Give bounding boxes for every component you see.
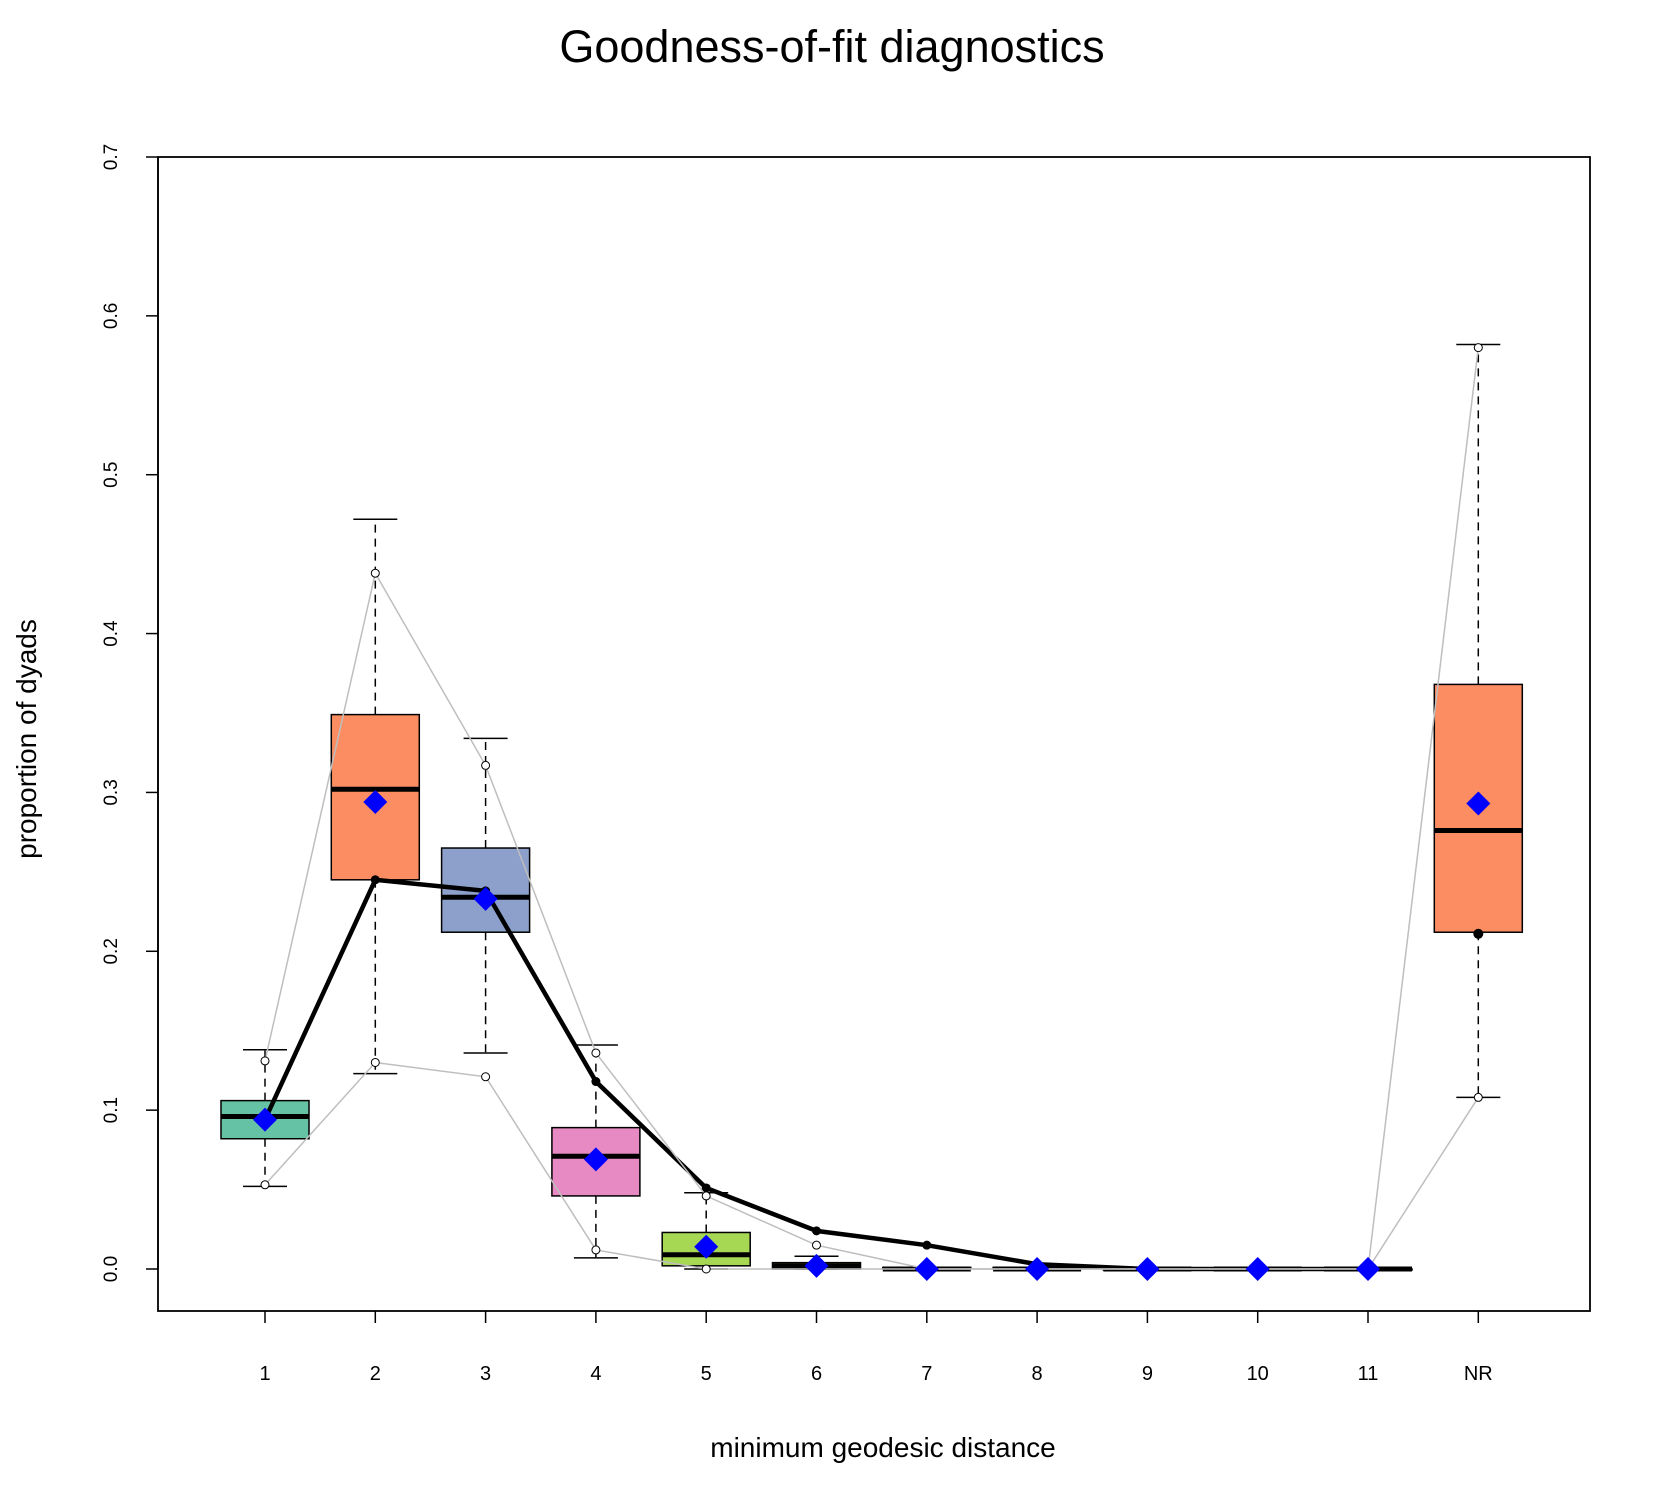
- y-tick-label: 0.6: [101, 303, 122, 329]
- y-tick-label: 0.4: [101, 620, 122, 647]
- bound-point: [481, 1072, 491, 1082]
- bound-point: [481, 760, 491, 770]
- mean-marker: [473, 886, 498, 911]
- bound-point: [370, 1057, 380, 1067]
- observed-point: [701, 1183, 711, 1193]
- y-tick-label: 0.2: [101, 938, 122, 964]
- y-tick-label: 0.3: [101, 779, 122, 805]
- y-tick-label: 0.5: [101, 462, 122, 488]
- mean-marker: [253, 1107, 277, 1132]
- observed-point: [812, 1226, 821, 1236]
- x-tick-label: 9: [1142, 1363, 1153, 1385]
- mean-marker: [1356, 1257, 1380, 1281]
- bound-point: [701, 1264, 711, 1274]
- y-tick-label: 0.0: [101, 1256, 122, 1282]
- x-tick-label: 4: [590, 1363, 601, 1385]
- mean-marker: [583, 1147, 608, 1172]
- x-tick-label: 8: [1032, 1363, 1043, 1385]
- bound-point: [591, 1245, 601, 1255]
- bound-line: [264, 1061, 1479, 1270]
- x-tick-label: 2: [370, 1363, 381, 1385]
- x-axis-label: minimum geodesic distance: [710, 1432, 1056, 1463]
- bound-point: [260, 1180, 270, 1190]
- observed-point: [922, 1240, 932, 1250]
- x-tick-label: 10: [1247, 1363, 1269, 1385]
- mean-marker: [1135, 1257, 1160, 1281]
- x-tick-label: 1: [259, 1363, 270, 1385]
- bound-point: [591, 1048, 601, 1058]
- y-tick-label: 0.1: [101, 1097, 122, 1123]
- bound-point: [812, 1240, 821, 1250]
- x-tick-label: 7: [921, 1363, 932, 1385]
- x-tick-label: 3: [480, 1363, 491, 1385]
- observed-point: [591, 1077, 601, 1087]
- bound-point: [370, 568, 380, 578]
- observed-point: [370, 875, 380, 885]
- mean-marker: [1245, 1257, 1270, 1281]
- plot-frame: [157, 156, 1591, 1312]
- y-axis-label: proportion of dyads: [11, 619, 42, 859]
- x-tick-label: 11: [1358, 1363, 1379, 1385]
- mean-marker: [1466, 791, 1491, 816]
- observed-point-nr: [1473, 928, 1484, 939]
- x-tick-label: 5: [701, 1363, 712, 1385]
- mean-marker: [804, 1253, 829, 1278]
- bound-point: [260, 1056, 270, 1066]
- mean-marker: [914, 1257, 939, 1281]
- mean-marker: [1025, 1257, 1050, 1281]
- mean-marker: [363, 789, 388, 814]
- bound-point: [1473, 343, 1483, 353]
- plot-marks: 0.0 0.1 0.2 0.3 0.4 0.5 0.6 0.7 1 2 3 4 5 6 7 8 9 10 11 NR: [101, 144, 1591, 1385]
- mean-marker: [694, 1234, 719, 1259]
- bound-point: [701, 1191, 711, 1201]
- x-tick-label: NR: [1464, 1363, 1493, 1385]
- x-tick-label: 6: [811, 1363, 822, 1385]
- bound-point: [1473, 1092, 1483, 1102]
- chart-title: Goodness-of-fit diagnostics: [559, 21, 1104, 72]
- y-tick-label: 0.7: [101, 144, 122, 170]
